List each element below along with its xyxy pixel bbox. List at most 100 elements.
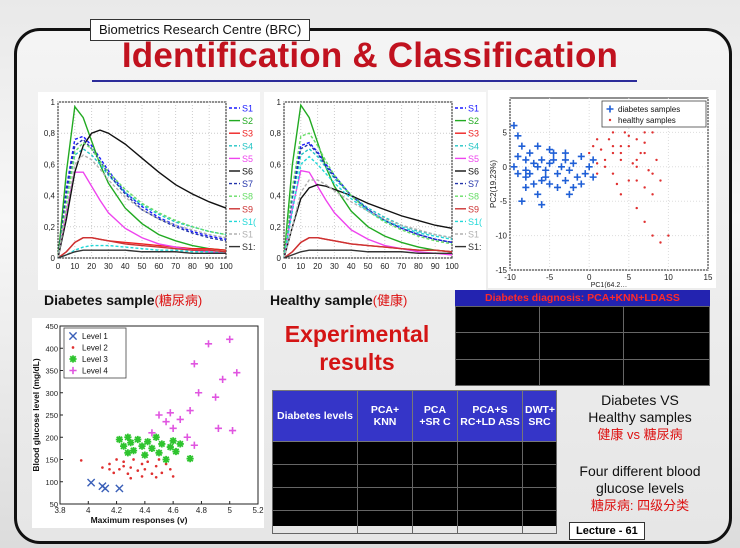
diabetes-x-tick-label: 30 bbox=[104, 262, 113, 271]
healthy-x-tick-label: 20 bbox=[313, 262, 322, 271]
pca-point-diabetes bbox=[577, 152, 585, 160]
pca-point-healthy bbox=[655, 158, 658, 162]
pca-point-diabetes bbox=[589, 173, 597, 181]
pca-point-diabetes bbox=[542, 173, 550, 181]
pca-point-diabetes bbox=[573, 173, 581, 181]
pca-x-tick-label: -5 bbox=[546, 273, 554, 282]
pca-x-axis-label: PC1(64.2… bbox=[591, 282, 628, 288]
healthy-series-s12 bbox=[283, 249, 452, 259]
healthy-legend-label: S1( bbox=[468, 217, 482, 227]
diabetes-legend-label: S9 bbox=[242, 204, 253, 214]
pca-point-diabetes bbox=[569, 159, 577, 167]
glucose-point-level-2 bbox=[108, 462, 111, 466]
glucose-x-tick-label: 5.2 bbox=[252, 506, 264, 515]
glucose-legend-marker bbox=[71, 346, 75, 349]
pca-y-tick-label: -10 bbox=[495, 232, 507, 241]
glucose-point-level-4 bbox=[190, 441, 198, 449]
pca-point-healthy bbox=[591, 144, 595, 148]
diabetes-series-s2 bbox=[57, 104, 227, 259]
healthy-legend-label: S1: bbox=[468, 242, 482, 252]
pca-point-healthy bbox=[603, 158, 607, 162]
healthy-series-s6 bbox=[283, 183, 453, 259]
glucose-point-level-4 bbox=[228, 426, 237, 435]
glucose-point-level-3 bbox=[124, 449, 132, 457]
diabetes-x-tick-label: 60 bbox=[154, 262, 163, 271]
pca-point-diabetes bbox=[581, 170, 589, 178]
diabetes-caption-en: Diabetes sample bbox=[44, 292, 155, 308]
pca-point-healthy bbox=[619, 144, 623, 148]
four-levels-line1: Four different blood bbox=[579, 463, 701, 479]
glucose-y-tick-label: 400 bbox=[45, 344, 58, 353]
glucose-point-level-3 bbox=[148, 444, 156, 452]
glucose-legend-label: Level 2 bbox=[82, 344, 108, 353]
four-levels-cn: 糖尿病: 四级分类 bbox=[590, 498, 690, 513]
glucose-point-level-4 bbox=[176, 415, 184, 424]
diabetes-series-s6 bbox=[57, 129, 227, 259]
four-levels-note: Four different blood glucose levels 糖尿病:… bbox=[556, 463, 724, 514]
pca-x-tick-label: 5 bbox=[627, 273, 632, 282]
pca-y-axis-label: PC2(19.23%) bbox=[489, 160, 498, 208]
diabetes-y-tick-label: 0,2 bbox=[44, 223, 56, 232]
glucose-x-tick-label: 4.8 bbox=[196, 506, 208, 515]
glucose-point-level-2 bbox=[129, 476, 133, 480]
pca-point-diabetes bbox=[518, 197, 526, 205]
glucose-point-level-2 bbox=[118, 467, 121, 471]
pca-point-healthy bbox=[603, 165, 607, 169]
pca-point-healthy bbox=[623, 131, 627, 134]
glucose-point-level-4 bbox=[219, 375, 227, 383]
diabetes-y-tick-label: 1 bbox=[51, 98, 56, 107]
pca-x-tick-label: 0 bbox=[587, 273, 592, 282]
pca-y-tick-label: -15 bbox=[495, 266, 507, 275]
healthy-series-s11 bbox=[283, 179, 453, 259]
glucose-legend-label: Level 4 bbox=[82, 367, 108, 376]
healthy-legend-label: S6 bbox=[468, 167, 479, 177]
pca-point-healthy bbox=[619, 193, 623, 196]
pca-legend-label: healthy samples bbox=[618, 116, 676, 125]
pca-point-diabetes bbox=[561, 149, 569, 157]
pca-point-healthy bbox=[651, 193, 654, 196]
pca-point-healthy bbox=[619, 158, 623, 162]
glucose-legend-label: Level 1 bbox=[82, 332, 108, 341]
pca-point-healthy bbox=[651, 131, 654, 134]
pca-point-diabetes bbox=[561, 156, 569, 164]
pca-point-diabetes bbox=[518, 142, 526, 150]
glucose-point-level-3 bbox=[138, 442, 146, 450]
healthy-legend-label: S1 bbox=[468, 230, 479, 240]
diabetes-x-tick-label: 70 bbox=[171, 262, 180, 271]
pca-point-diabetes bbox=[589, 156, 597, 164]
glucose-x-tick-label: 4.4 bbox=[139, 506, 151, 515]
healthy-y-tick-label: 0,4 bbox=[270, 192, 282, 201]
pca-point-diabetes bbox=[546, 159, 554, 167]
diagnosis-box: Diabetes diagnosis: PCA+KNN+LDASS bbox=[455, 290, 710, 387]
healthy-x-tick-label: 50 bbox=[364, 262, 373, 271]
glucose-point-level-2 bbox=[132, 458, 135, 461]
glucose-point-level-1 bbox=[115, 484, 124, 493]
glucose-point-level-2 bbox=[160, 471, 164, 475]
healthy-x-tick-label: 0 bbox=[282, 262, 287, 271]
pca-point-healthy bbox=[595, 162, 599, 165]
pca-point-diabetes bbox=[514, 132, 522, 140]
glucose-point-level-4 bbox=[195, 389, 203, 397]
pca-point-diabetes bbox=[569, 183, 577, 191]
glucose-point-level-4 bbox=[204, 340, 213, 348]
vs-note-line1: Diabetes VS bbox=[601, 392, 679, 408]
glucose-point-level-2 bbox=[157, 458, 161, 461]
pca-point-diabetes bbox=[522, 166, 530, 174]
glucose-y-tick-label: 250 bbox=[45, 411, 58, 420]
glucose-point-level-4 bbox=[166, 409, 174, 417]
healthy-x-tick-label: 80 bbox=[414, 262, 423, 271]
pca-point-diabetes bbox=[550, 156, 558, 164]
pca-point-diabetes bbox=[510, 163, 518, 171]
lecture-number: Lecture - 61 bbox=[569, 522, 645, 540]
pca-point-healthy bbox=[651, 234, 654, 237]
pca-point-healthy bbox=[607, 138, 611, 141]
glucose-point-level-2 bbox=[150, 472, 154, 476]
pca-point-healthy bbox=[643, 131, 646, 134]
healthy-x-tick-label: 60 bbox=[380, 262, 389, 271]
pca-legend-marker bbox=[608, 118, 612, 122]
pca-point-healthy bbox=[643, 141, 646, 144]
pca-point-diabetes bbox=[550, 149, 558, 157]
glucose-point-level-2 bbox=[140, 462, 144, 466]
pca-y-tick-label: 5 bbox=[503, 128, 508, 137]
healthy-caption: Healthy sample(健康) bbox=[270, 290, 407, 309]
